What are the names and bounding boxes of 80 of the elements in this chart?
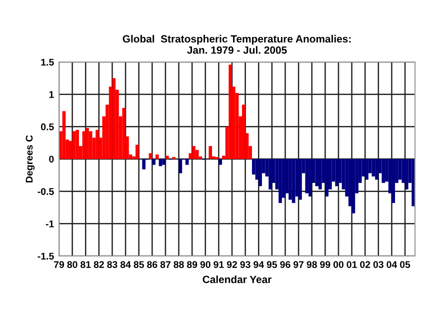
x-tick-label: 87 bbox=[160, 261, 170, 268]
chart-title: Global Stratospheric Temperature Anomalies: Jan. 1979 - Jul. 2005 bbox=[122, 34, 351, 54]
x-tick-label: 94 bbox=[254, 261, 264, 268]
x-tick-label: 89 bbox=[186, 261, 198, 268]
bar bbox=[258, 159, 262, 186]
x-tick-label: 95 bbox=[266, 261, 278, 268]
bar bbox=[335, 159, 338, 186]
bar bbox=[122, 108, 126, 159]
x-tick-label: 79 bbox=[54, 261, 64, 268]
bar bbox=[228, 64, 232, 159]
bar bbox=[242, 104, 246, 159]
bar bbox=[315, 159, 319, 186]
x-tick-label: 80 bbox=[67, 261, 78, 268]
bar bbox=[155, 154, 159, 159]
x-tick-label: 96 bbox=[280, 261, 290, 268]
x-tick-label: 82 bbox=[94, 261, 104, 268]
bar bbox=[318, 159, 322, 190]
bar bbox=[152, 159, 156, 165]
bar bbox=[392, 159, 396, 203]
bar bbox=[298, 159, 302, 200]
bar bbox=[208, 146, 212, 159]
x-tick-label: 90 bbox=[200, 261, 210, 268]
x-tick-label: 02 bbox=[360, 261, 370, 268]
x-tick-label: 92 bbox=[226, 261, 238, 268]
bar bbox=[88, 131, 92, 159]
bar bbox=[405, 159, 408, 190]
x-tick-label: 88 bbox=[174, 261, 184, 268]
bar bbox=[325, 159, 328, 197]
bar bbox=[218, 159, 222, 165]
x-tick-label: 05 bbox=[400, 261, 410, 268]
y-tick-label: -1 bbox=[46, 220, 54, 228]
x-tick-label: 01 bbox=[346, 261, 357, 268]
bar bbox=[76, 130, 79, 159]
bar bbox=[412, 159, 415, 206]
bar bbox=[268, 159, 272, 190]
bar bbox=[148, 153, 152, 159]
bar bbox=[185, 159, 189, 165]
bar bbox=[305, 159, 309, 194]
x-tick-label: 99 bbox=[320, 261, 330, 268]
bar bbox=[382, 159, 386, 183]
bar bbox=[352, 159, 356, 214]
bar bbox=[308, 159, 312, 197]
bar bbox=[72, 131, 76, 159]
bar bbox=[112, 78, 116, 159]
x-tick-label: 04 bbox=[386, 261, 398, 268]
y-tick-label: 0.5 bbox=[41, 123, 54, 130]
bar bbox=[62, 111, 66, 159]
x-tick-label: 97 bbox=[293, 261, 304, 268]
bar bbox=[375, 159, 378, 180]
bar bbox=[372, 159, 376, 176]
x-tick-label: 84 bbox=[120, 261, 131, 268]
y-tick-label: 1.5 bbox=[41, 58, 54, 66]
y-tick-label: -1.5 bbox=[38, 252, 54, 260]
bar bbox=[136, 144, 139, 159]
bar bbox=[292, 159, 296, 203]
x-tick-label: 83 bbox=[107, 261, 118, 268]
bar bbox=[86, 128, 89, 159]
bar bbox=[162, 159, 166, 165]
bar bbox=[96, 130, 99, 159]
x-tick-label: 93 bbox=[240, 261, 250, 268]
x-axis-title: Calendar Year bbox=[202, 275, 272, 284]
bar bbox=[165, 156, 169, 159]
y-tick-label: 1 bbox=[49, 91, 54, 98]
bar bbox=[192, 146, 196, 159]
bar bbox=[142, 159, 146, 170]
x-tick-label: 91 bbox=[214, 261, 224, 268]
bar bbox=[365, 159, 368, 180]
bar bbox=[278, 159, 282, 203]
x-tick-label: 85 bbox=[134, 261, 144, 268]
bar bbox=[195, 150, 199, 159]
y-tick-label: 0 bbox=[49, 156, 54, 163]
y-tick-label: -0.5 bbox=[38, 188, 54, 195]
x-tick-label: 81 bbox=[80, 261, 91, 268]
x-tick-label: 03 bbox=[373, 261, 384, 268]
x-tick-label: 98 bbox=[306, 261, 317, 268]
bar bbox=[82, 131, 86, 159]
x-tick-label: 00 bbox=[333, 261, 344, 268]
bar bbox=[288, 159, 292, 200]
y-axis-title: Degrees C bbox=[26, 135, 35, 182]
x-tick-label: 86 bbox=[147, 261, 158, 268]
